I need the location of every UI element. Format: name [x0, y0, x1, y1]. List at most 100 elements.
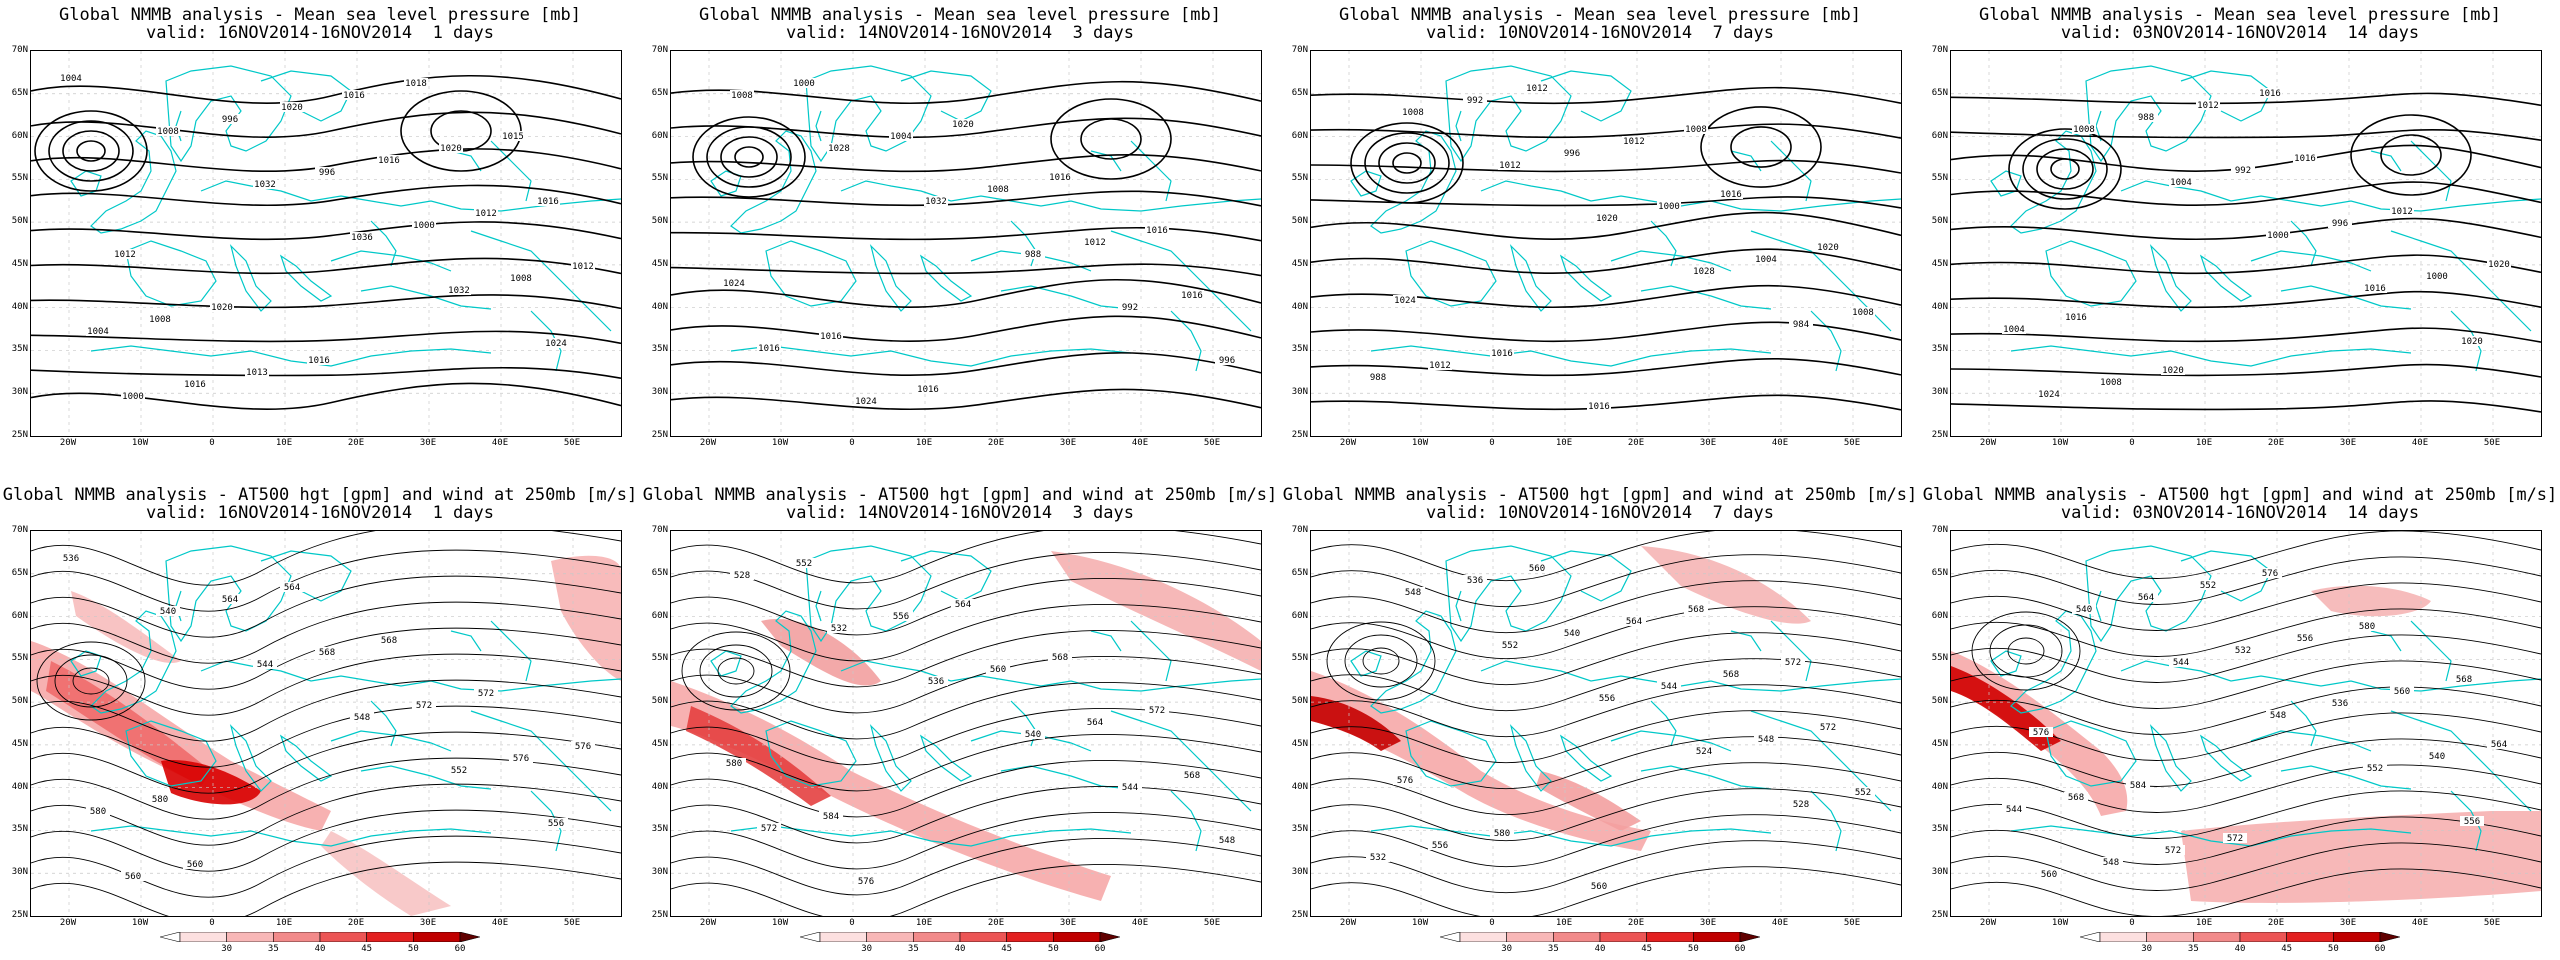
coastline	[165, 545, 292, 643]
contour-label: 1016	[1181, 291, 1203, 301]
contour-label: 576	[2262, 569, 2278, 579]
contour-label: 1016	[537, 197, 559, 207]
lon-tick-label: 10W	[771, 438, 789, 448]
contour-label-bg	[951, 119, 975, 129]
map-frame: 1008 1028 1032 988 992 996 1000 1004 1008 1012 101…	[670, 50, 1262, 437]
lon-tick-label: 20E	[1627, 918, 1645, 928]
contour-label-bg	[2126, 780, 2150, 790]
contour-label-bg	[121, 391, 145, 401]
lon-tick-label: 30E	[1059, 918, 1077, 928]
contour-label-bg	[1083, 237, 1107, 247]
contour-label-bg	[2231, 165, 2255, 175]
contour-label: 1012	[572, 262, 594, 272]
panel-title: Global NMMB analysis - AT500 hgt [gpm] a…	[2, 485, 638, 505]
contour-label: 996	[1564, 149, 1580, 159]
contour-label: 1016	[184, 380, 206, 390]
pressure-isobar	[1311, 211, 1901, 240]
contour-label-bg	[148, 314, 172, 324]
contour-label-bg	[1622, 616, 1646, 626]
coastline	[1640, 285, 1772, 310]
pressure-isobar	[671, 190, 1261, 207]
lat-tick-label: 45N	[651, 738, 668, 749]
wind-speed-shading	[1311, 671, 1651, 851]
lat-tick-label: 30N	[1291, 867, 1308, 878]
height-contour	[1311, 814, 1901, 868]
lat-tick-label: 45N	[651, 258, 668, 269]
contour-label: 1016	[1491, 349, 1513, 359]
lat-tick-label: 55N	[1931, 653, 1948, 664]
lat-tick-label: 25N	[651, 430, 668, 440]
coastline	[2010, 825, 2412, 847]
contour-label: 552	[2200, 581, 2216, 591]
lon-tick-label: 40E	[491, 438, 509, 448]
lon-tick-label: 30E	[2339, 438, 2357, 448]
contour-label: 1012	[1526, 84, 1548, 94]
contour-label: 580	[152, 795, 168, 805]
contour-label-bg	[501, 131, 525, 141]
contour-label: 552	[1855, 788, 1871, 798]
contour-label: 1020	[440, 144, 462, 154]
contour-label-bg	[1118, 302, 1142, 312]
lon-tick-label: 20W	[1979, 918, 1997, 928]
pressure-isobar	[1951, 327, 2541, 343]
coastline	[470, 710, 612, 812]
lon-tick-label: 0	[1489, 918, 1495, 928]
contour-label: 1032	[254, 180, 276, 190]
contour-label-bg	[2029, 727, 2053, 737]
contour-label-bg	[1781, 657, 1805, 667]
contour-label-bg	[1684, 124, 1708, 134]
coastline	[1610, 730, 1732, 752]
contour-label-bg	[1587, 401, 1611, 411]
contour-label-bg	[2196, 580, 2220, 590]
lat-tick-label: 55N	[651, 173, 668, 184]
pressure-isobar	[734, 146, 764, 168]
coastline	[490, 620, 532, 682]
colorbar-tick-label: 50	[1687, 944, 1699, 954]
height-contour	[1951, 660, 2541, 709]
lat-tick-label: 60N	[651, 610, 668, 621]
lat-tick-label: 35N	[1931, 824, 1948, 835]
coastline	[1990, 170, 2022, 197]
contour-label-bg	[1498, 640, 1522, 650]
lon-tick-label: 20E	[1627, 438, 1645, 448]
map-frame: 1008 1004 1000 1016 1020 1024 988 992 996 1000 100…	[1950, 50, 2542, 437]
coastline	[869, 244, 912, 312]
contour-label-bg	[113, 249, 137, 259]
lon-tick-label: 0	[209, 438, 215, 448]
contour-label-bg	[2099, 377, 2123, 387]
contour-label: 552	[2367, 764, 2383, 774]
colorbar-segment	[2193, 932, 2241, 942]
lat-tick-label: 50N	[1291, 216, 1308, 227]
contour-label: 1004	[60, 74, 82, 84]
lon-tick-label: 10W	[1411, 438, 1429, 448]
contour-label-bg	[1525, 563, 1549, 573]
contour-label: 1008	[731, 91, 753, 101]
contour-label: 560	[1529, 564, 1545, 574]
lat-tick-label: 30N	[11, 867, 28, 878]
contour-label: 1008	[1685, 125, 1707, 135]
contour-label: 580	[2359, 622, 2375, 632]
height-contour	[1951, 816, 2541, 865]
lon-tick-label: 50E	[1203, 918, 1221, 928]
colorbar-segment	[1459, 932, 1507, 942]
contour-label: 1004	[1755, 255, 1777, 265]
lon-tick-label: 0	[209, 918, 215, 928]
colorbar-segment	[2239, 932, 2287, 942]
coastline	[490, 140, 532, 202]
height-contour	[54, 654, 128, 708]
contour-label: 1012	[1084, 238, 1106, 248]
contour-label-bg	[757, 343, 781, 353]
contour-label-bg	[1021, 249, 1045, 259]
contour-label: 564	[1626, 617, 1642, 627]
coastline	[2390, 230, 2532, 332]
contour-label: 1016	[1049, 173, 1071, 183]
lat-tick-label: 70N	[1931, 525, 1948, 535]
pressure-isobar	[671, 315, 1261, 342]
contour-label: 560	[1591, 882, 1607, 892]
contour-label-bg	[1754, 734, 1778, 744]
height-contour	[671, 531, 1261, 584]
contour-label-bg	[509, 273, 533, 283]
coastline	[2290, 220, 2317, 267]
colorbar-segment	[2099, 932, 2147, 942]
coastline	[710, 650, 742, 677]
